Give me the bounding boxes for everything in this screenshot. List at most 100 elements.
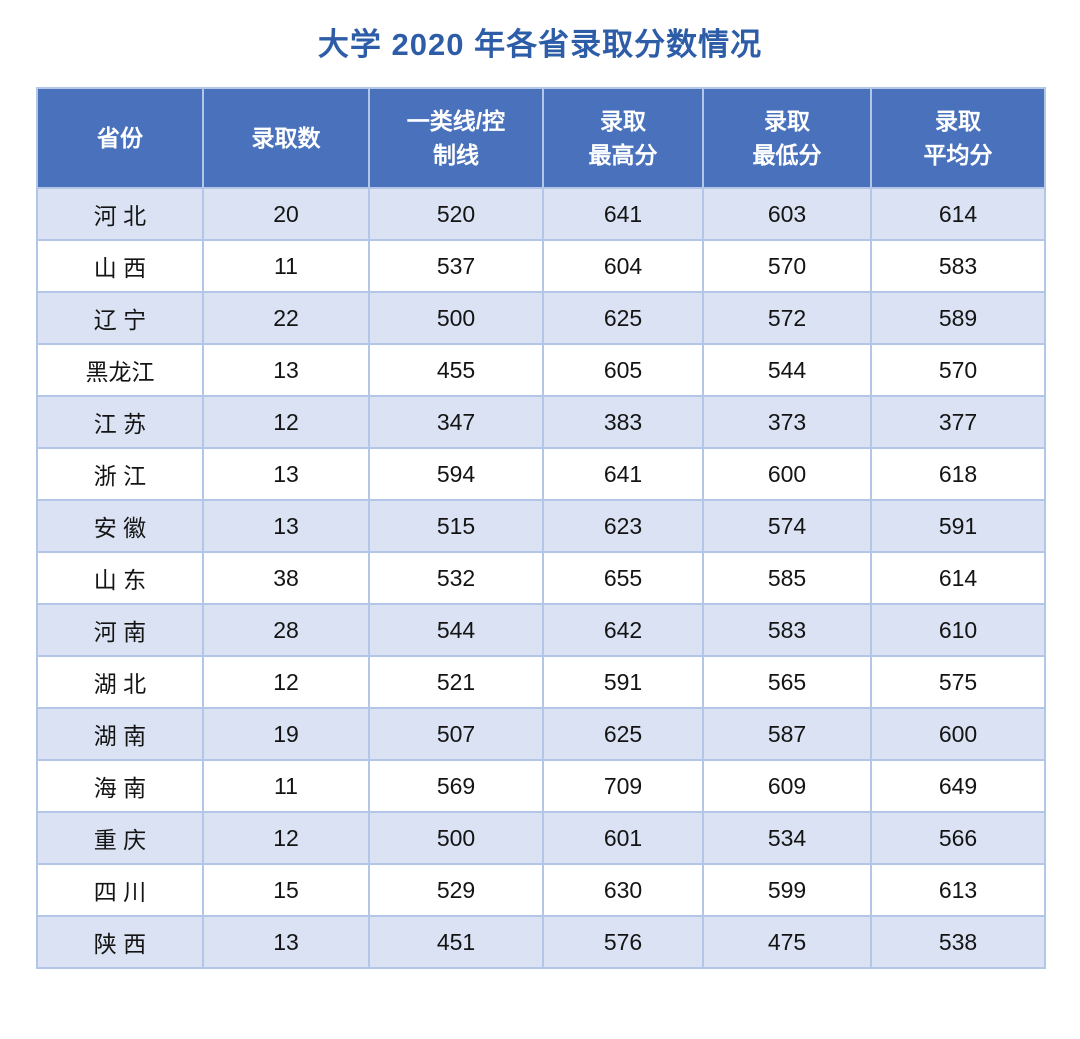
admitted-count-cell: 28 [202,603,370,658]
control-line-cell: 520 [368,187,544,242]
admitted-count-cell: 19 [202,707,370,762]
control-line-cell: 500 [368,811,544,866]
average-score-cell: 600 [870,707,1046,762]
admitted-count-cell: 15 [202,863,370,918]
province-cell: 四 川 [36,863,204,918]
average-score-cell: 614 [870,187,1046,242]
column-header-province: 省份 [36,87,204,190]
lowest-score-cell: 565 [702,655,872,710]
table-row: 江 苏 12 347 383 373 377 [36,395,1046,450]
highest-score-cell: 655 [542,551,704,606]
province-cell: 辽 宁 [36,291,204,346]
lowest-score-cell: 599 [702,863,872,918]
province-cell: 湖 南 [36,707,204,762]
table-row: 安 徽 13 515 623 574 591 [36,499,1046,554]
average-score-cell: 610 [870,603,1046,658]
lowest-score-cell: 609 [702,759,872,814]
table-row: 湖 北 12 521 591 565 575 [36,655,1046,710]
admitted-count-cell: 13 [202,343,370,398]
control-line-cell: 347 [368,395,544,450]
province-cell: 安 徽 [36,499,204,554]
province-cell: 江 苏 [36,395,204,450]
province-cell: 海 南 [36,759,204,814]
lowest-score-cell: 475 [702,915,872,970]
average-score-cell: 566 [870,811,1046,866]
average-score-cell: 589 [870,291,1046,346]
average-score-cell: 614 [870,551,1046,606]
province-cell: 湖 北 [36,655,204,710]
highest-score-cell: 709 [542,759,704,814]
province-cell: 山 东 [36,551,204,606]
lowest-score-cell: 534 [702,811,872,866]
admitted-count-cell: 11 [202,239,370,294]
control-line-cell: 507 [368,707,544,762]
admitted-count-cell: 22 [202,291,370,346]
table-row: 重 庆 12 500 601 534 566 [36,811,1046,866]
admitted-count-cell: 20 [202,187,370,242]
average-score-cell: 377 [870,395,1046,450]
average-score-cell: 591 [870,499,1046,554]
average-score-cell: 570 [870,343,1046,398]
table-row: 浙 江 13 594 641 600 618 [36,447,1046,502]
average-score-cell: 575 [870,655,1046,710]
admitted-count-cell: 13 [202,447,370,502]
province-cell: 河 南 [36,603,204,658]
table-row: 黑龙江 13 455 605 544 570 [36,343,1046,398]
header-row: 省份 录取数 一类线/控 制线 录取 最高分 录取 最低分 录取 平均分 [36,87,1046,190]
province-cell: 黑龙江 [36,343,204,398]
province-cell: 陕 西 [36,915,204,970]
table-header: 省份 录取数 一类线/控 制线 录取 最高分 录取 最低分 录取 平均分 [36,87,1046,190]
average-score-cell: 618 [870,447,1046,502]
table-row: 陕 西 13 451 576 475 538 [36,915,1046,970]
lowest-score-cell: 570 [702,239,872,294]
control-line-cell: 532 [368,551,544,606]
average-score-cell: 538 [870,915,1046,970]
control-line-cell: 455 [368,343,544,398]
highest-score-cell: 630 [542,863,704,918]
highest-score-cell: 605 [542,343,704,398]
highest-score-cell: 625 [542,707,704,762]
highest-score-cell: 604 [542,239,704,294]
highest-score-cell: 641 [542,187,704,242]
province-cell: 浙 江 [36,447,204,502]
column-header-control-line: 一类线/控 制线 [368,87,544,190]
column-header-highest-score: 录取 最高分 [542,87,704,190]
lowest-score-cell: 600 [702,447,872,502]
lowest-score-cell: 583 [702,603,872,658]
highest-score-cell: 642 [542,603,704,658]
highest-score-cell: 601 [542,811,704,866]
table-row: 湖 南 19 507 625 587 600 [36,707,1046,762]
lowest-score-cell: 574 [702,499,872,554]
highest-score-cell: 383 [542,395,704,450]
lowest-score-cell: 603 [702,187,872,242]
province-cell: 河 北 [36,187,204,242]
control-line-cell: 544 [368,603,544,658]
average-score-cell: 583 [870,239,1046,294]
highest-score-cell: 576 [542,915,704,970]
table-row: 辽 宁 22 500 625 572 589 [36,291,1046,346]
admitted-count-cell: 12 [202,811,370,866]
average-score-cell: 613 [870,863,1046,918]
admitted-count-cell: 38 [202,551,370,606]
control-line-cell: 529 [368,863,544,918]
column-header-admitted-count: 录取数 [202,87,370,190]
highest-score-cell: 623 [542,499,704,554]
table-body: 河 北 20 520 641 603 614 山 西 11 537 604 570 583 辽 宁 22 5… [36,187,1046,970]
lowest-score-cell: 585 [702,551,872,606]
table-row: 河 北 20 520 641 603 614 [36,187,1046,242]
lowest-score-cell: 544 [702,343,872,398]
average-score-cell: 649 [870,759,1046,814]
admitted-count-cell: 11 [202,759,370,814]
highest-score-cell: 591 [542,655,704,710]
column-header-average-score: 录取 平均分 [870,87,1046,190]
table-row: 河 南 28 544 642 583 610 [36,603,1046,658]
highest-score-cell: 641 [542,447,704,502]
control-line-cell: 515 [368,499,544,554]
admitted-count-cell: 13 [202,499,370,554]
admitted-count-cell: 12 [202,655,370,710]
control-line-cell: 569 [368,759,544,814]
table-row: 山 东 38 532 655 585 614 [36,551,1046,606]
admitted-count-cell: 13 [202,915,370,970]
table-row: 海 南 11 569 709 609 649 [36,759,1046,814]
